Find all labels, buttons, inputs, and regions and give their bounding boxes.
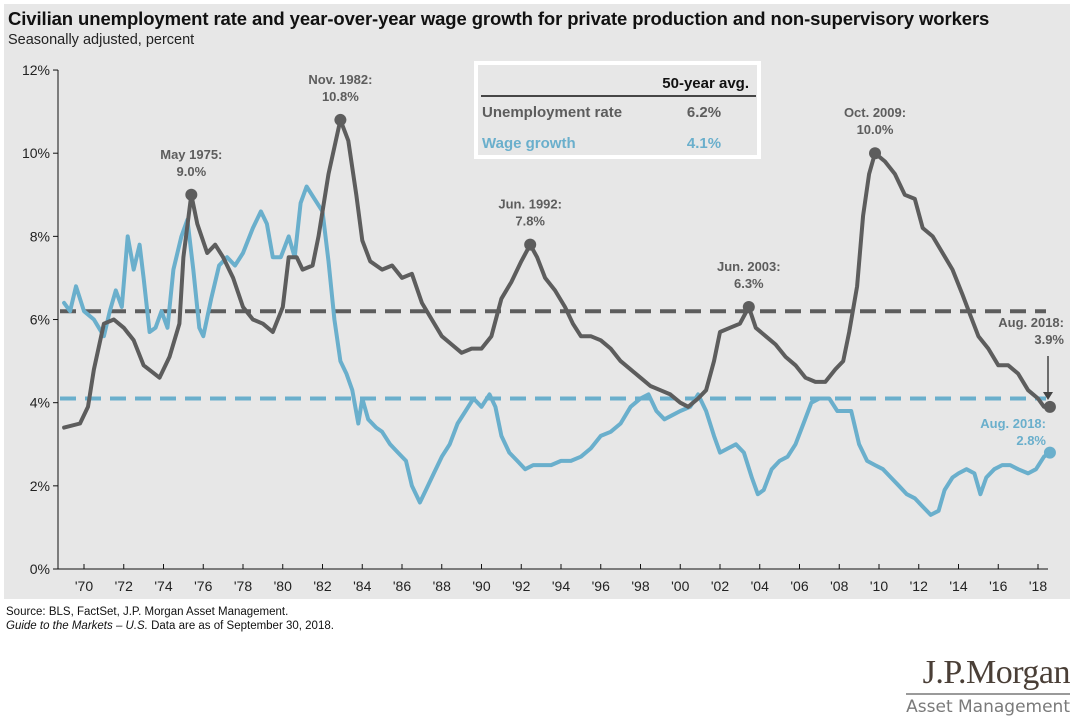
- x-tick-label: '70: [75, 578, 93, 594]
- series-lines: [62, 117, 1052, 517]
- annotation-marker: [742, 301, 755, 314]
- annotation-arrowhead: [1043, 392, 1053, 400]
- inset-row-value: 4.1%: [687, 135, 721, 152]
- series-line-wage-growth: [62, 184, 1052, 517]
- inset-row-label: Wage growth: [482, 135, 576, 152]
- annotation-label: May 1975:: [160, 147, 222, 162]
- annotation-marker: [185, 188, 198, 201]
- annotation-value: 2.8%: [1016, 433, 1046, 448]
- logo-sub: Asset Management: [906, 697, 1070, 717]
- annotation-value: 3.9%: [1034, 332, 1064, 347]
- annotation-markers: May 1975: 9.0% Nov. 1982: 10.8% Jun. 1992: 7.…: [160, 72, 1064, 459]
- annotation-marker: [334, 113, 347, 126]
- annotation-label: Jun. 2003:: [717, 259, 781, 274]
- annotation-value: 7.8%: [515, 214, 545, 229]
- guide-line: Guide to the Markets – U.S. Data are as …: [6, 619, 334, 633]
- x-tick-label: '16: [989, 578, 1007, 594]
- x-tick-label: '88: [433, 578, 451, 594]
- x-tick-label: '92: [512, 578, 530, 594]
- guide-date: Data are as of September 30, 2018.: [147, 620, 334, 632]
- x-tick-label: '04: [751, 578, 769, 594]
- annotation-marker: [524, 238, 537, 251]
- x-tick-label: '78: [234, 578, 252, 594]
- source-line: Source: BLS, FactSet, J.P. Morgan Asset …: [6, 606, 289, 618]
- x-tick-label: '96: [592, 578, 610, 594]
- x-tick-label: '90: [472, 578, 490, 594]
- x-tick-label: '08: [830, 578, 848, 594]
- x-tick-label: '06: [790, 578, 808, 594]
- annotation-label: Jun. 1992:: [498, 197, 562, 212]
- x-tick-label: '76: [194, 578, 212, 594]
- inset-table: 50-year avg. Unemployment rate 6.2% Wage…: [474, 61, 761, 159]
- line-chart: 0% 2% 4% 6% 8% 10% 12% '70 '72 '74 '76 '78 '80 '82 '84…: [22, 61, 1064, 594]
- y-tick-label: 4%: [30, 395, 50, 411]
- x-tick-label: '10: [870, 578, 888, 594]
- x-tick-label: '80: [274, 578, 292, 594]
- x-tick-label: '02: [711, 578, 729, 594]
- chart-subtitle: Seasonally adjusted, percent: [8, 32, 195, 48]
- x-tick-label: '18: [1029, 578, 1047, 594]
- annotation-label: Nov. 1982:: [308, 72, 372, 87]
- y-tick-label: 8%: [30, 228, 50, 244]
- x-tick-label: '94: [552, 578, 570, 594]
- logo-brand: J.P.Morgan: [922, 654, 1071, 691]
- series-line-unemployment-rate: [62, 117, 1052, 430]
- y-tick-label: 0%: [30, 561, 50, 577]
- x-tick-label: '14: [949, 578, 967, 594]
- x-tick-label: '82: [313, 578, 331, 594]
- x-tick-label: '72: [115, 578, 133, 594]
- x-tick-label: '84: [353, 578, 371, 594]
- annotation-value: 9.0%: [177, 164, 207, 179]
- chart-title: Civilian unemployment rate and year-over…: [8, 8, 990, 29]
- x-tick-label: '86: [393, 578, 411, 594]
- inset-column-header: 50-year avg.: [662, 75, 749, 92]
- y-tick-label: 12%: [22, 62, 50, 78]
- annotation-marker: [869, 147, 882, 160]
- annotation-marker: [1043, 400, 1056, 413]
- annotation-value: 10.8%: [322, 89, 359, 104]
- x-tick-label: '12: [910, 578, 928, 594]
- annotation-value: 6.3%: [734, 276, 764, 291]
- y-tick-label: 10%: [22, 145, 50, 161]
- inset-row-value: 6.2%: [687, 104, 721, 121]
- annotation-value: 10.0%: [857, 122, 894, 137]
- annotation-marker: [1043, 446, 1056, 459]
- y-tick-label: 2%: [30, 478, 50, 494]
- x-tick-label: '74: [154, 578, 172, 594]
- annotation-label: Aug. 2018:: [980, 416, 1046, 431]
- inset-row-label: Unemployment rate: [482, 104, 622, 121]
- x-tick-label: '98: [631, 578, 649, 594]
- inset-table-box: [474, 61, 761, 159]
- annotation-label: Aug. 2018:: [998, 315, 1064, 330]
- average-lines: [60, 309, 1046, 401]
- jpmorgan-logo: J.P.Morgan Asset Management: [906, 656, 1070, 717]
- annotation-label: Oct. 2009:: [844, 105, 906, 120]
- x-tick-label: '00: [671, 578, 689, 594]
- guide-title: Guide to the Markets – U.S.: [6, 620, 148, 632]
- y-tick-label: 6%: [30, 312, 50, 328]
- axes: 0% 2% 4% 6% 8% 10% 12% '70 '72 '74 '76 '78 '80 '82 '84…: [22, 62, 1048, 594]
- source-note: Source: BLS, FactSet, J.P. Morgan Asset …: [6, 605, 334, 633]
- logo-rule: [906, 693, 1070, 695]
